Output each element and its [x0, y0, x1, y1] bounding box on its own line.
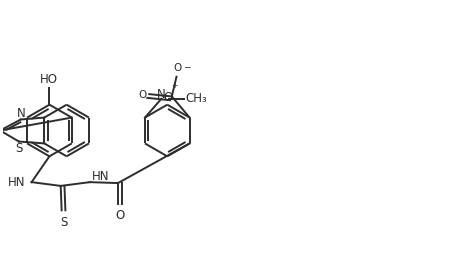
- Text: HO: HO: [40, 73, 58, 86]
- Text: +: +: [171, 81, 177, 90]
- Text: O: O: [173, 63, 181, 73]
- Text: HN: HN: [8, 176, 25, 189]
- Text: N: N: [17, 107, 26, 120]
- Text: S: S: [60, 216, 67, 229]
- Text: S: S: [15, 142, 22, 155]
- Text: O: O: [139, 90, 147, 100]
- Text: O: O: [163, 91, 172, 104]
- Text: CH₃: CH₃: [186, 92, 208, 105]
- Text: −: −: [183, 62, 190, 71]
- Text: N: N: [157, 88, 165, 101]
- Text: HN: HN: [92, 170, 109, 183]
- Text: O: O: [115, 209, 125, 222]
